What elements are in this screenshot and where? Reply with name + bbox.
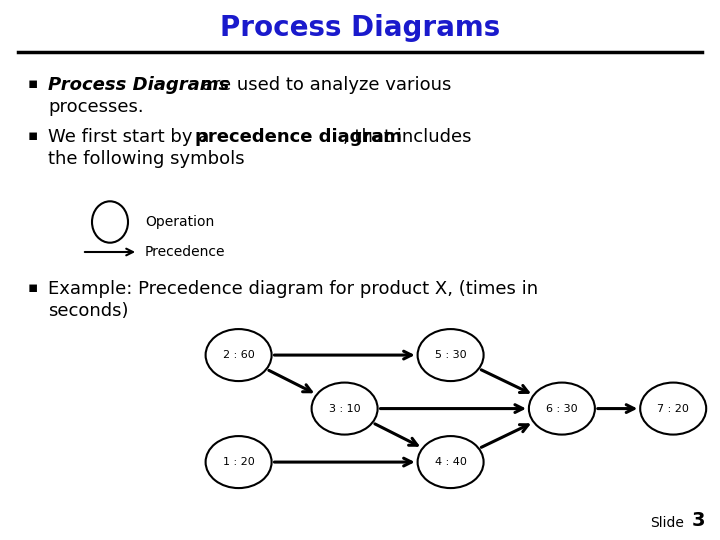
Text: the following symbols: the following symbols [48, 150, 245, 168]
Text: Process Diagrams: Process Diagrams [220, 14, 500, 42]
Text: Example: Precedence diagram for product X, (times in: Example: Precedence diagram for product … [48, 280, 538, 298]
Ellipse shape [529, 382, 595, 435]
Text: , that includes: , that includes [343, 128, 472, 146]
Ellipse shape [418, 329, 484, 381]
Text: Operation: Operation [145, 215, 215, 229]
Text: ▪: ▪ [28, 76, 38, 91]
Text: 5 : 30: 5 : 30 [435, 350, 467, 360]
Text: 1 : 20: 1 : 20 [222, 457, 254, 467]
Text: 3 : 10: 3 : 10 [329, 403, 361, 414]
Text: ▪: ▪ [28, 128, 38, 143]
Text: precedence diagram: precedence diagram [195, 128, 402, 146]
Text: We first start by a: We first start by a [48, 128, 215, 146]
Ellipse shape [312, 382, 377, 435]
Ellipse shape [206, 329, 271, 381]
Text: 3: 3 [691, 511, 705, 530]
Text: processes.: processes. [48, 98, 143, 116]
Ellipse shape [418, 436, 484, 488]
Text: ▪: ▪ [28, 280, 38, 295]
Text: 7 : 20: 7 : 20 [657, 403, 689, 414]
Text: Precedence: Precedence [145, 245, 225, 259]
Ellipse shape [640, 382, 706, 435]
Text: 4 : 40: 4 : 40 [435, 457, 467, 467]
Text: seconds): seconds) [48, 302, 128, 320]
Text: 2 : 60: 2 : 60 [222, 350, 254, 360]
Text: are used to analyze various: are used to analyze various [196, 76, 451, 94]
Text: Process Diagrams: Process Diagrams [48, 76, 229, 94]
Text: Slide: Slide [650, 516, 684, 530]
Text: 6 : 30: 6 : 30 [546, 403, 577, 414]
Ellipse shape [206, 436, 271, 488]
